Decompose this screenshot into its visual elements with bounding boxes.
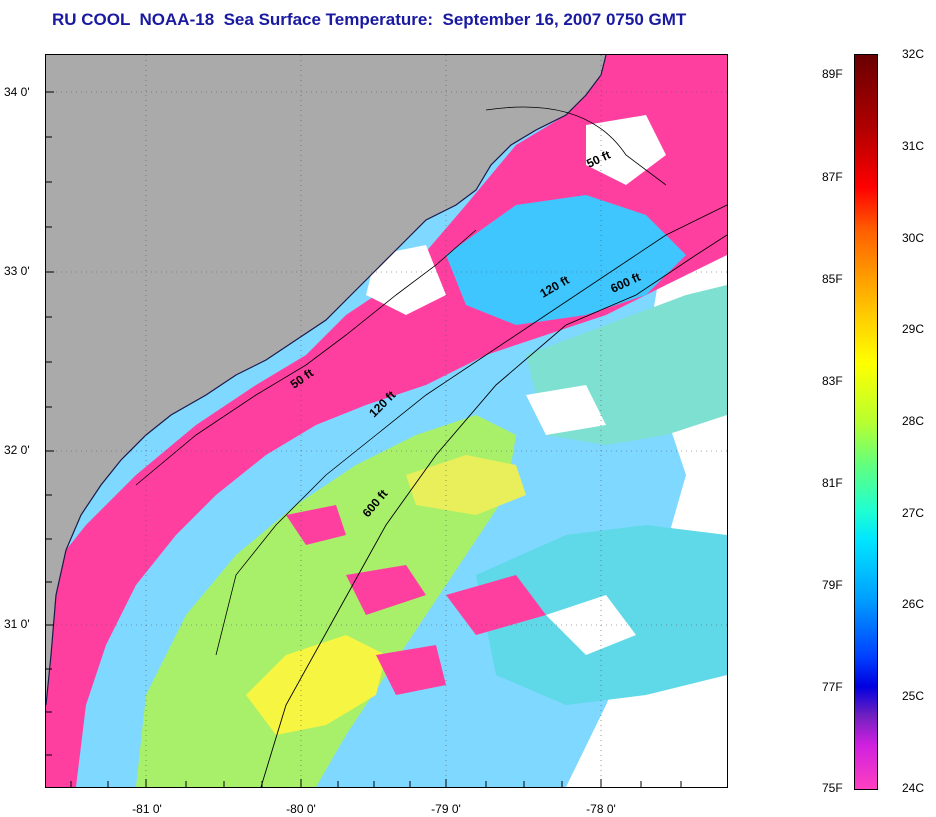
cloud-patch-5	[526, 385, 606, 435]
contour-600ft	[260, 234, 727, 787]
colorbar-label-81f: 81F	[822, 476, 843, 490]
warm-core-yellow	[246, 635, 386, 735]
colorbar-label-85f: 85F	[822, 272, 843, 286]
land-mass	[46, 55, 606, 705]
warm-core-center	[406, 455, 526, 515]
colorbar-label-87f: 87F	[822, 170, 843, 184]
lat-label-33: 33 0'	[4, 264, 30, 278]
contour-120ft	[215, 204, 727, 656]
lat-label-34: 34 0'	[4, 85, 30, 99]
colorbar-label-83f: 83F	[822, 374, 843, 388]
lat-label-31: 31 0'	[4, 617, 30, 631]
lon-label-79: -79 0'	[431, 802, 461, 816]
colorbar-label-30c: 30C	[902, 231, 925, 245]
colorbar-label-31c: 31C	[902, 139, 925, 153]
cloud-patch-4	[646, 685, 727, 787]
colorbar-label-75f: 75F	[822, 781, 843, 795]
coastline	[46, 55, 607, 706]
lon-label-81: -81 0'	[132, 802, 162, 816]
temperature-colorbar	[854, 54, 878, 790]
colorbar-label-28c: 28C	[902, 414, 925, 428]
colorbar-label-25c: 25C	[902, 689, 925, 703]
cold-patch-2	[346, 565, 426, 615]
sst-map-canvas: 50 ft 120 ft 600 ft 50 ft 120 ft 600 ft	[46, 55, 727, 787]
graticule	[46, 55, 727, 787]
cold-patch-3	[376, 645, 446, 695]
cold-patch-4	[446, 575, 546, 635]
colorbar-label-77f: 77F	[822, 680, 843, 694]
colorbar-label-32c: 32C	[902, 47, 925, 61]
colorbar-label-24c: 24C	[902, 781, 925, 795]
colorbar-label-29c: 29C	[902, 322, 925, 336]
colorbar-label-79f: 79F	[822, 578, 843, 592]
map-title: RU COOL NOAA-18 Sea Surface Temperature:…	[52, 10, 687, 29]
bottom-ticks	[70, 779, 682, 787]
colorbar-label-89f: 89F	[822, 67, 843, 81]
colorbar-label-27c: 27C	[902, 506, 925, 520]
left-ticks	[46, 91, 54, 756]
colorbar-label-26c: 26C	[902, 597, 925, 611]
teal-band-north	[446, 195, 686, 325]
warm-core-south	[136, 415, 516, 787]
cloud-patch-1	[366, 245, 446, 315]
lat-label-32: 32 0'	[4, 443, 30, 457]
lon-label-80: -80 0'	[286, 802, 316, 816]
contour-50ft	[135, 106, 667, 486]
lon-label-78: -78 0'	[586, 802, 616, 816]
sst-map[interactable]: 50 ft 120 ft 600 ft 50 ft 120 ft 600 ft	[45, 54, 728, 788]
